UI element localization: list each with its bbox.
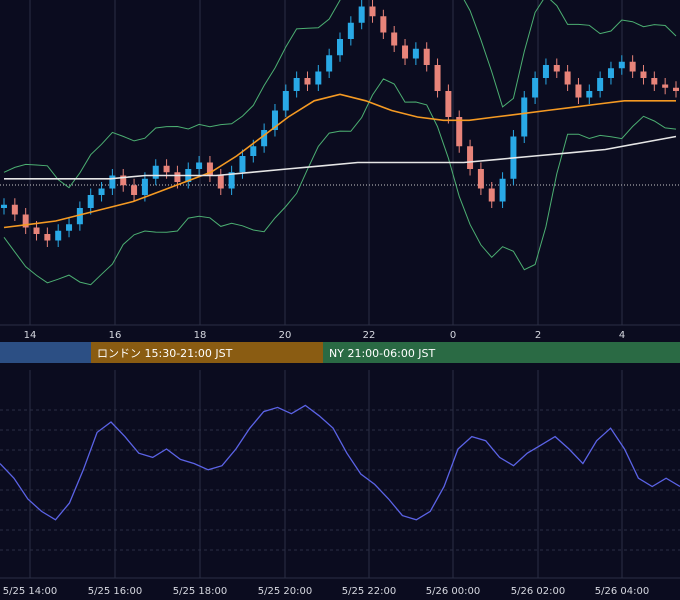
oscillator-x-tick-label-6: 5/26 02:00 [511, 586, 565, 597]
candle-body-2 [22, 214, 29, 228]
candle-body-56 [607, 68, 614, 78]
session-band-1 [91, 342, 323, 363]
candle-body-34 [369, 6, 376, 17]
candle-body-62 [673, 87, 679, 91]
bollinger-lower-band [3, 78, 677, 286]
candle-body-48 [521, 97, 528, 137]
candle-body-9 [98, 188, 105, 195]
candle-body-1 [11, 204, 18, 215]
candle-body-44 [477, 169, 484, 189]
candle-body-16 [174, 172, 181, 182]
price-x-tick-label-2: 18 [194, 330, 207, 341]
candle-body-18 [196, 162, 203, 169]
candle-body-51 [553, 65, 560, 72]
price-x-tick-label-1: 16 [109, 330, 122, 341]
candle-body-13 [141, 178, 148, 195]
candle-body-41 [445, 91, 452, 117]
candle-body-61 [662, 84, 669, 88]
candle-body-25 [271, 110, 278, 130]
candle-body-24 [261, 130, 268, 147]
candle-body-39 [423, 48, 430, 65]
candle-body-6 [66, 224, 73, 231]
candle-body-49 [532, 78, 539, 98]
oscillator-x-tick-label-4: 5/25 22:00 [342, 586, 396, 597]
oscillator-x-tick-label-1: 5/25 16:00 [88, 586, 142, 597]
price-x-tick-label-3: 20 [279, 330, 292, 341]
candle-body-59 [640, 71, 647, 78]
candle-body-57 [618, 61, 625, 69]
candle-body-46 [499, 178, 506, 202]
session-label-1: ロンドン 15:30-21:00 JST [97, 347, 233, 360]
candle-body-52 [564, 71, 571, 85]
session-band-0 [0, 342, 91, 363]
candle-body-14 [152, 165, 159, 179]
moving-average-short [3, 93, 676, 229]
moving-average-long [4, 135, 677, 180]
candle-body-54 [586, 91, 593, 98]
oscillator-line [0, 404, 680, 521]
oscillator-x-tick-label-0: 5/25 14:00 [3, 586, 57, 597]
candle-body-40 [434, 65, 441, 91]
price-x-tick-label-7: 4 [619, 330, 625, 341]
session-band-2 [323, 342, 680, 363]
candle-body-36 [391, 32, 398, 46]
oscillator-x-tick-label-5: 5/26 00:00 [426, 586, 480, 597]
candle-body-0 [1, 204, 7, 208]
candle-body-58 [629, 61, 636, 72]
candle-body-20 [217, 175, 224, 189]
candle-body-7 [76, 208, 83, 225]
candle-body-32 [347, 22, 354, 39]
candle-body-19 [206, 162, 213, 176]
price-x-tick-label-6: 2 [535, 330, 541, 341]
candle-body-37 [402, 45, 409, 59]
candle-body-42 [456, 117, 463, 147]
candle-body-22 [239, 156, 246, 173]
candle-body-11 [120, 175, 127, 186]
price-x-tick-label-5: 0 [450, 330, 456, 341]
candle-body-60 [651, 78, 658, 85]
candle-body-35 [380, 16, 387, 33]
candle-body-50 [542, 65, 549, 78]
candle-body-21 [228, 172, 235, 189]
candle-body-55 [597, 78, 604, 91]
candle-body-43 [467, 146, 474, 169]
candle-body-27 [293, 78, 300, 91]
candle-body-12 [131, 185, 138, 195]
oscillator-x-tick-label-2: 5/25 18:00 [173, 586, 227, 597]
candle-body-5 [55, 230, 62, 241]
session-label-2: NY 21:00-06:00 JST [329, 347, 436, 360]
candle-body-33 [358, 6, 365, 23]
candle-body-15 [163, 165, 170, 173]
candle-body-28 [304, 78, 311, 85]
candle-body-31 [337, 39, 343, 56]
price-x-tick-label-4: 22 [363, 330, 376, 341]
candle-body-29 [315, 71, 322, 85]
candle-body-23 [250, 146, 257, 156]
candle-body-30 [326, 55, 333, 72]
bollinger-upper-band [3, 0, 677, 189]
candle-body-45 [488, 188, 495, 202]
price-x-tick-label-0: 14 [24, 330, 37, 341]
oscillator-x-tick-label-7: 5/26 04:00 [595, 586, 649, 597]
oscillator-x-tick-label-3: 5/25 20:00 [258, 586, 312, 597]
candle-body-4 [44, 234, 51, 241]
candle-body-26 [282, 91, 289, 111]
candle-body-3 [33, 227, 40, 234]
candle-body-10 [109, 175, 116, 189]
candle-body-53 [575, 84, 582, 98]
candle-body-8 [87, 195, 94, 208]
candle-body-38 [412, 48, 419, 59]
